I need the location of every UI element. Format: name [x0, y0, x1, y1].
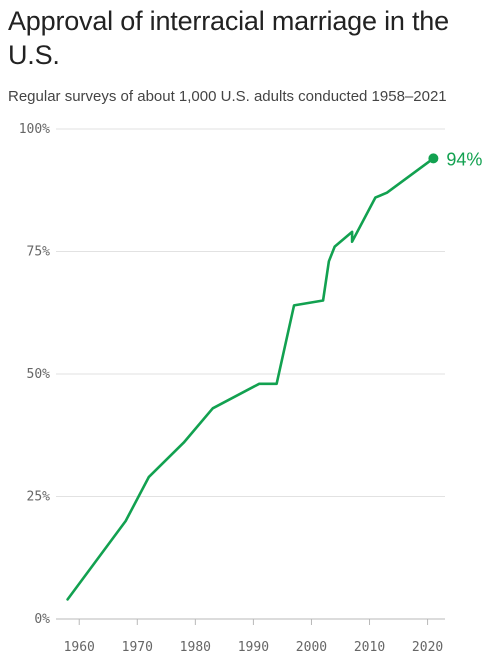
y-tick-label: 75%	[27, 245, 51, 260]
series-group	[66, 157, 435, 601]
x-axis: 1960 1970 1980 1990 2000 2010 2020	[64, 619, 443, 655]
y-axis-ticks: 0% 25% 50% 75% 100%	[19, 122, 50, 627]
end-annotation: 94%	[428, 149, 482, 169]
y-tick-label: 50%	[27, 367, 51, 382]
y-tick-label: 0%	[34, 612, 50, 627]
x-tick-label: 1960	[64, 640, 95, 655]
x-tick-label: 1970	[122, 640, 153, 655]
x-tick-label: 2010	[354, 640, 385, 655]
approval-line	[66, 157, 435, 601]
chart-title: Approval of interracial marriage in the …	[8, 6, 449, 70]
end-point-marker	[428, 153, 439, 164]
y-tick-label: 25%	[27, 490, 51, 505]
end-value-label: 94%	[446, 149, 482, 169]
x-tick-label: 2000	[296, 640, 327, 655]
y-tick-label: 100%	[19, 122, 50, 137]
x-tick-label: 1980	[180, 640, 211, 655]
chart-subtitle: Regular surveys of about 1,000 U.S. adul…	[8, 88, 447, 105]
gridlines	[56, 128, 445, 620]
x-tick-label: 2020	[412, 640, 443, 655]
x-tick-label: 1990	[238, 640, 269, 655]
